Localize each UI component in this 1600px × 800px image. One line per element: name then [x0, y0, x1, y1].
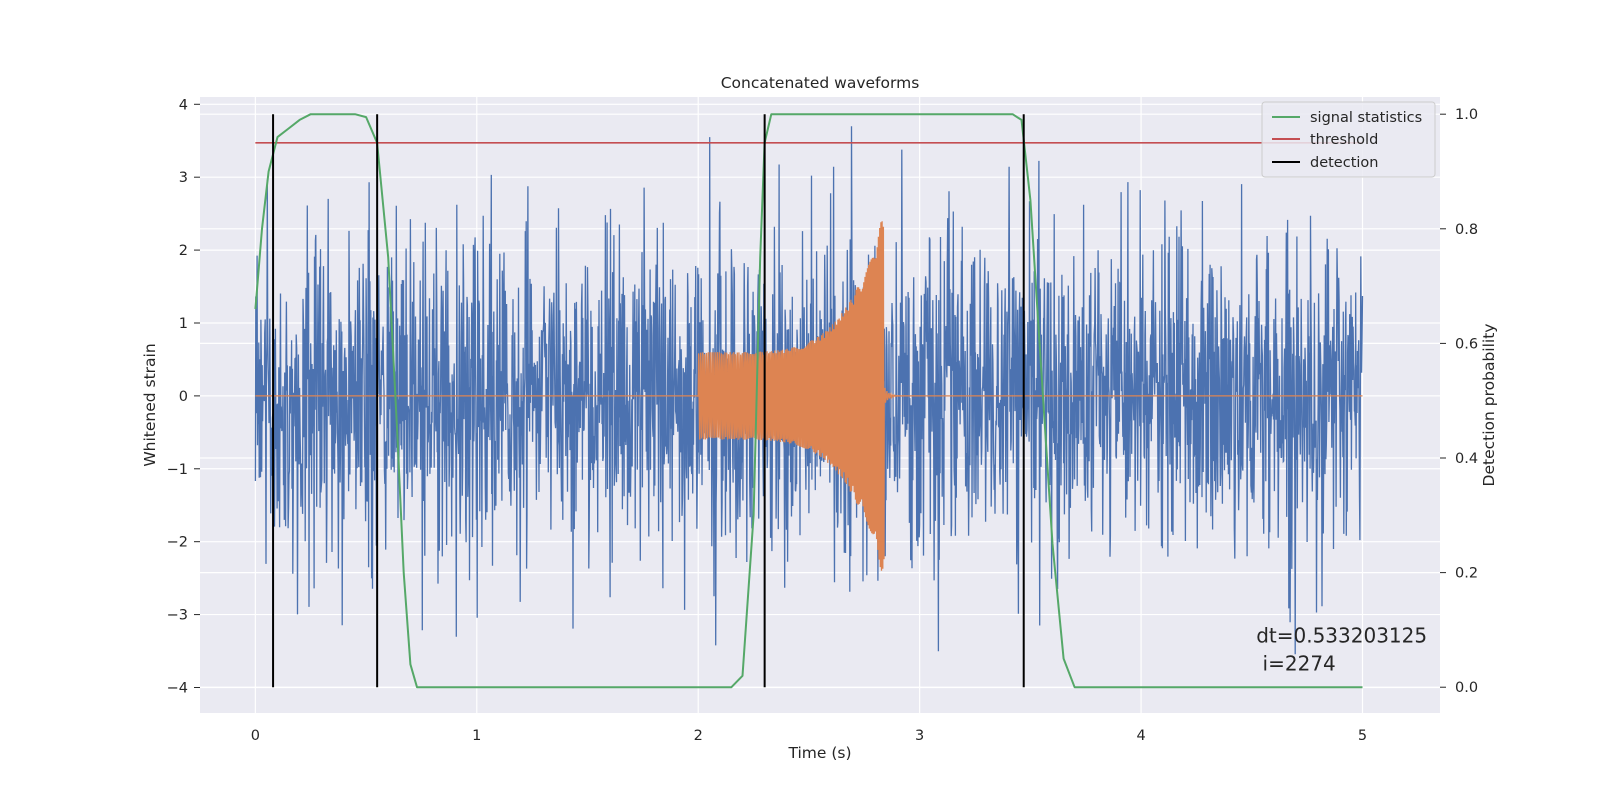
y-axis-label: Whitened strain [141, 343, 159, 466]
legend-label-detection: detection [1310, 155, 1378, 171]
x-axis-label: Time (s) [787, 744, 851, 762]
annotation-index: i=2274 [1256, 652, 1336, 676]
y-tick-label: −4 [167, 680, 188, 696]
y2-tick-label: 0.6 [1455, 336, 1478, 352]
y-tick-label: 2 [179, 243, 188, 259]
chart-title: Concatenated waveforms [721, 74, 920, 92]
y-tick-label: 3 [179, 170, 188, 186]
y-tick-label: −2 [167, 535, 188, 551]
series-layer [254, 113, 1364, 689]
y2-tick-label: 0.4 [1455, 451, 1478, 467]
y2-axis-label: Detection probability [1480, 324, 1498, 487]
y2-tick-label: 1.0 [1455, 107, 1478, 123]
annotation: dt=0.533203125 i=2274 [1256, 624, 1427, 676]
y-tick-label: 0 [179, 389, 188, 405]
series-noise [254, 126, 1364, 655]
x-tick-label: 2 [694, 728, 703, 744]
ticks: 0 1 2 3 4 5 −4 −3 −2 −1 0 1 2 3 4 0.0 0.2 0.4 0.6 0.8 1.0 [167, 97, 1478, 744]
legend-label-threshold: threshold [1310, 132, 1378, 148]
x-tick-label: 4 [1136, 728, 1145, 744]
legend-label-signal-statistics: signal statistics [1310, 110, 1422, 126]
legend: signal statistics threshold detection [1261, 101, 1436, 178]
y2-tick-label: 0.8 [1455, 222, 1478, 238]
series-signal-statistics [254, 113, 1363, 689]
legend-box [1261, 101, 1436, 178]
series-injection [255, 221, 1363, 571]
y-tick-label: 4 [179, 97, 188, 113]
annotation-dt: dt=0.533203125 [1256, 624, 1427, 648]
y-tick-label: 1 [179, 316, 188, 332]
y-tick-label: −3 [167, 608, 188, 624]
x-tick-label: 5 [1358, 728, 1367, 744]
y2-tick-label: 0.2 [1455, 566, 1478, 582]
y2-tick-label: 0.0 [1455, 680, 1478, 696]
x-tick-label: 0 [251, 728, 260, 744]
y-tick-label: −1 [167, 462, 188, 478]
x-tick-label: 3 [915, 728, 924, 744]
x-tick-label: 1 [472, 728, 481, 744]
